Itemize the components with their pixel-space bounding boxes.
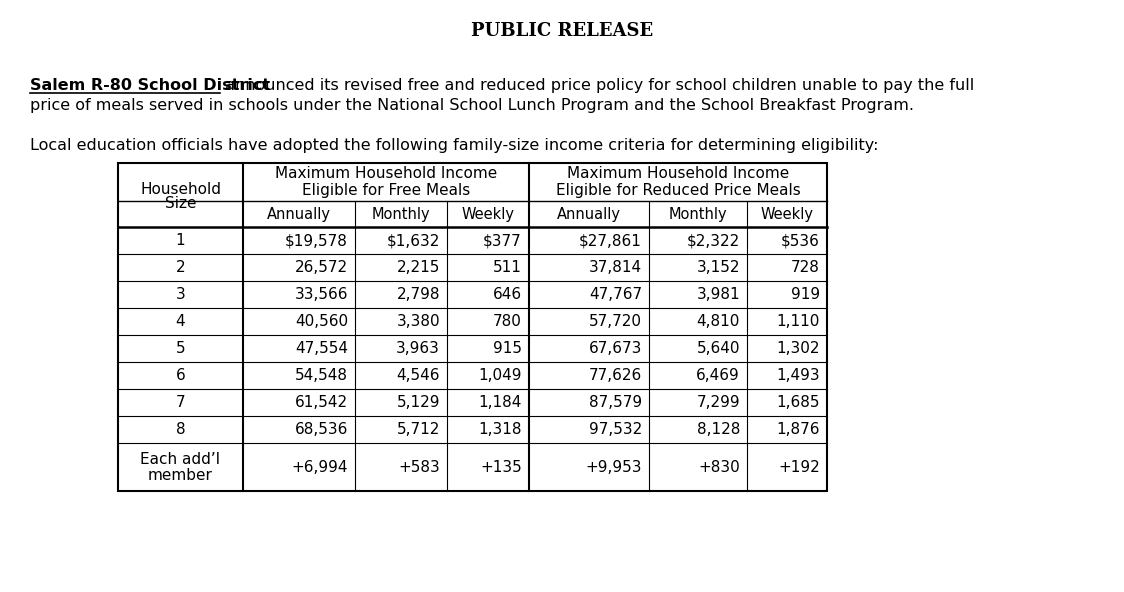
Text: 47,767: 47,767 [589,287,642,302]
Text: Eligible for Reduced Price Meals: Eligible for Reduced Price Meals [555,182,800,198]
Text: 6: 6 [175,368,185,383]
Text: 37,814: 37,814 [589,260,642,275]
Text: 1,110: 1,110 [777,314,821,329]
Text: 511: 511 [493,260,522,275]
Text: $536: $536 [781,233,821,248]
Text: Maximum Household Income: Maximum Household Income [275,166,497,182]
Bar [118,163,827,491]
Text: Each add’l: Each add’l [140,452,220,466]
Text: +6,994: +6,994 [291,459,348,475]
Text: $1,632: $1,632 [387,233,439,248]
Text: 97,532: 97,532 [589,422,642,437]
Text: Weekly: Weekly [462,207,515,221]
Text: price of meals served in schools under the National School Lunch Program and the: price of meals served in schools under t… [30,98,914,113]
Text: Size: Size [165,195,197,211]
Text: 3: 3 [175,287,185,302]
Text: announced its revised free and reduced price policy for school children unable t: announced its revised free and reduced p… [220,78,975,93]
Text: 1: 1 [175,233,185,248]
Text: 77,626: 77,626 [589,368,642,383]
Text: 7,299: 7,299 [697,395,740,410]
Text: 40,560: 40,560 [294,314,348,329]
Text: 1,493: 1,493 [777,368,821,383]
Text: 2,215: 2,215 [397,260,439,275]
Text: member: member [148,468,212,482]
Text: 1,184: 1,184 [479,395,522,410]
Text: 5,129: 5,129 [397,395,439,410]
Text: 728: 728 [791,260,821,275]
Text: +192: +192 [778,459,821,475]
Text: $2,322: $2,322 [687,233,740,248]
Text: $377: $377 [483,233,522,248]
Text: 1,318: 1,318 [479,422,522,437]
Text: Monthly: Monthly [669,207,727,221]
Text: 61,542: 61,542 [294,395,348,410]
Text: 780: 780 [493,314,522,329]
Text: 5,712: 5,712 [397,422,439,437]
Text: PUBLIC RELEASE: PUBLIC RELEASE [471,22,653,40]
Text: 3,981: 3,981 [697,287,740,302]
Text: $27,861: $27,861 [579,233,642,248]
Text: Local education officials have adopted the following family-size income criteria: Local education officials have adopted t… [30,138,879,153]
Text: 87,579: 87,579 [589,395,642,410]
Text: 7: 7 [175,395,185,410]
Text: 3,152: 3,152 [697,260,740,275]
Text: 1,876: 1,876 [777,422,821,437]
Text: 57,720: 57,720 [589,314,642,329]
Text: 919: 919 [791,287,821,302]
Text: 646: 646 [493,287,522,302]
Text: Annually: Annually [558,207,620,221]
Text: 2: 2 [175,260,185,275]
Text: 1,685: 1,685 [777,395,821,410]
Text: 4,810: 4,810 [697,314,740,329]
Text: 2,798: 2,798 [397,287,439,302]
Text: 8,128: 8,128 [697,422,740,437]
Text: Weekly: Weekly [761,207,814,221]
Text: +830: +830 [698,459,740,475]
Text: Annually: Annually [268,207,330,221]
Text: Salem R-80 School District: Salem R-80 School District [30,78,270,93]
Text: 4,546: 4,546 [397,368,439,383]
Text: +9,953: +9,953 [586,459,642,475]
Text: Monthly: Monthly [372,207,430,221]
Text: $19,578: $19,578 [285,233,348,248]
Text: 1,049: 1,049 [479,368,522,383]
Text: 8: 8 [175,422,185,437]
Text: 68,536: 68,536 [294,422,348,437]
Text: Eligible for Free Meals: Eligible for Free Meals [302,182,470,198]
Text: Maximum Household Income: Maximum Household Income [566,166,789,182]
Text: 3,380: 3,380 [397,314,439,329]
Text: 5: 5 [175,341,185,356]
Text: +135: +135 [480,459,522,475]
Text: 6,469: 6,469 [696,368,740,383]
Text: 54,548: 54,548 [294,368,348,383]
Text: P: P [554,22,570,42]
Text: 33,566: 33,566 [294,287,348,302]
Text: 1,302: 1,302 [777,341,821,356]
Text: +583: +583 [398,459,439,475]
Text: Household: Household [140,182,221,197]
Text: 67,673: 67,673 [589,341,642,356]
Text: 3,963: 3,963 [396,341,439,356]
Text: 26,572: 26,572 [294,260,348,275]
Text: 4: 4 [175,314,185,329]
Text: 915: 915 [493,341,522,356]
Text: 47,554: 47,554 [294,341,348,356]
Text: 5,640: 5,640 [697,341,740,356]
